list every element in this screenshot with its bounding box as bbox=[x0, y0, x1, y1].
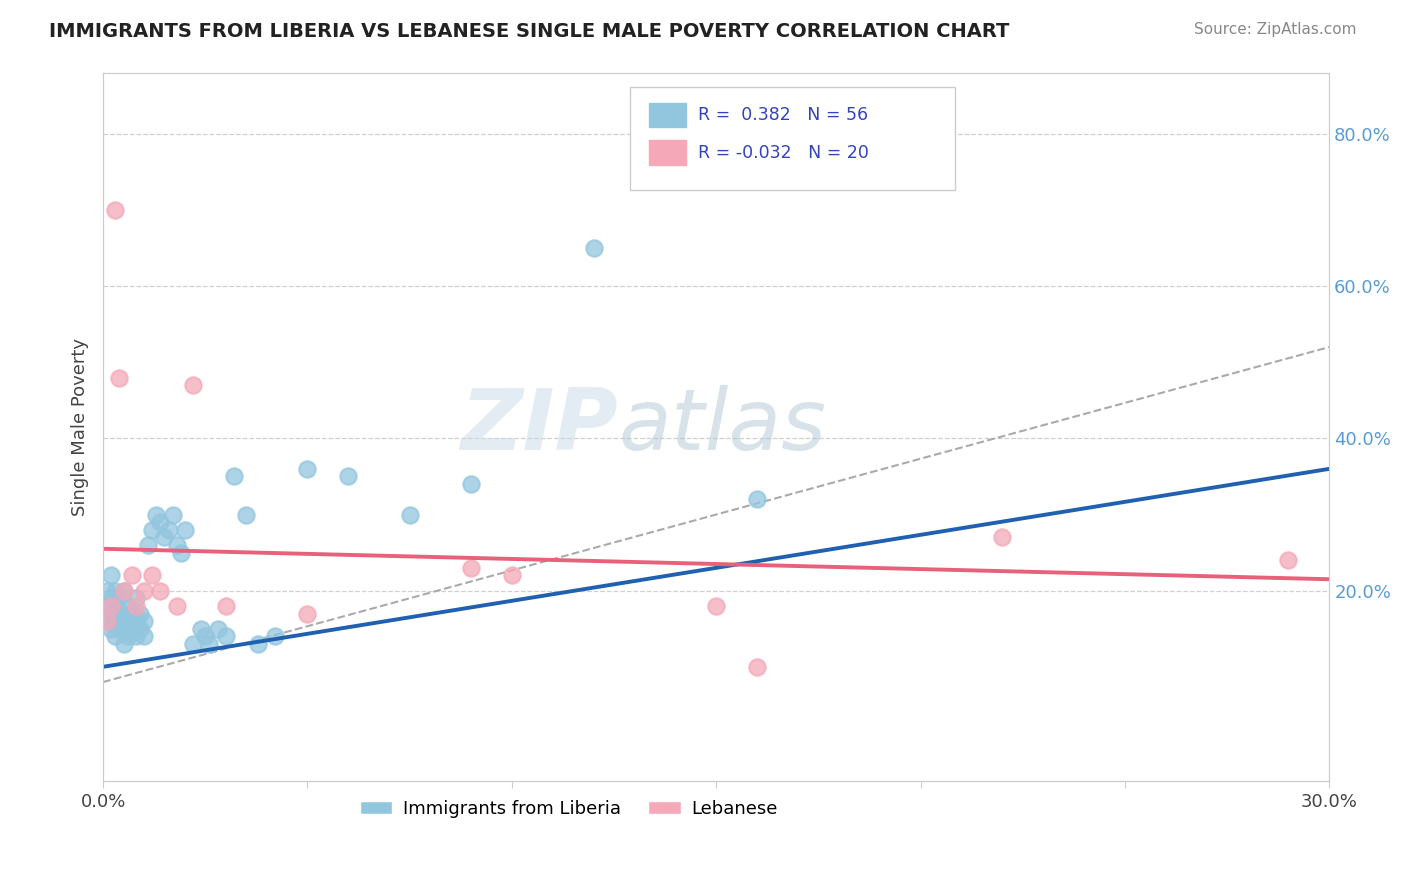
Point bbox=[100, 568, 122, 582]
Point bbox=[112, 622, 135, 636]
Point bbox=[398, 508, 420, 522]
Point bbox=[207, 622, 229, 636]
Point bbox=[247, 637, 270, 651]
Point bbox=[132, 614, 155, 628]
Point bbox=[112, 607, 135, 621]
Point bbox=[100, 599, 122, 613]
Point bbox=[215, 599, 238, 613]
Point bbox=[153, 530, 176, 544]
Point bbox=[149, 583, 172, 598]
Bar bbox=[648, 140, 686, 165]
Point bbox=[108, 591, 131, 606]
Point bbox=[141, 523, 163, 537]
Point bbox=[121, 568, 143, 582]
Point bbox=[108, 607, 131, 621]
Bar bbox=[648, 103, 686, 128]
Point bbox=[121, 622, 143, 636]
Point bbox=[181, 637, 204, 651]
Point bbox=[157, 523, 180, 537]
Point bbox=[125, 599, 148, 613]
Point bbox=[745, 492, 768, 507]
Point bbox=[108, 370, 131, 384]
Point bbox=[235, 508, 257, 522]
Point bbox=[125, 629, 148, 643]
Point bbox=[112, 583, 135, 598]
Y-axis label: Single Male Poverty: Single Male Poverty bbox=[72, 338, 89, 516]
Text: ZIP: ZIP bbox=[461, 385, 619, 468]
Point bbox=[170, 546, 193, 560]
Text: R = -0.032   N = 20: R = -0.032 N = 20 bbox=[697, 144, 869, 162]
Point bbox=[704, 599, 727, 613]
Point bbox=[104, 629, 127, 643]
Point bbox=[149, 515, 172, 529]
Point bbox=[100, 591, 122, 606]
Point bbox=[125, 591, 148, 606]
Point bbox=[104, 202, 127, 217]
Point bbox=[132, 629, 155, 643]
Text: R =  0.382   N = 56: R = 0.382 N = 56 bbox=[697, 106, 868, 124]
Point bbox=[145, 508, 167, 522]
Point bbox=[190, 622, 212, 636]
Point bbox=[337, 469, 360, 483]
Point bbox=[112, 583, 135, 598]
Point bbox=[215, 629, 238, 643]
Point bbox=[194, 629, 217, 643]
Point bbox=[198, 637, 221, 651]
Text: Source: ZipAtlas.com: Source: ZipAtlas.com bbox=[1194, 22, 1357, 37]
Point bbox=[108, 622, 131, 636]
Point bbox=[104, 614, 127, 628]
Point bbox=[460, 477, 482, 491]
Point bbox=[125, 614, 148, 628]
FancyBboxPatch shape bbox=[630, 87, 955, 190]
Point bbox=[582, 241, 605, 255]
Point bbox=[96, 599, 118, 613]
Point bbox=[100, 607, 122, 621]
Point bbox=[132, 583, 155, 598]
Point bbox=[263, 629, 285, 643]
Point bbox=[96, 614, 118, 628]
Point bbox=[117, 599, 139, 613]
Point bbox=[96, 583, 118, 598]
Point bbox=[173, 523, 195, 537]
Point bbox=[181, 378, 204, 392]
Point bbox=[166, 599, 188, 613]
Point bbox=[297, 607, 319, 621]
Point bbox=[104, 599, 127, 613]
Point bbox=[1277, 553, 1299, 567]
Point bbox=[136, 538, 159, 552]
Point bbox=[100, 622, 122, 636]
Point bbox=[141, 568, 163, 582]
Point bbox=[129, 607, 152, 621]
Point bbox=[297, 462, 319, 476]
Legend: Immigrants from Liberia, Lebanese: Immigrants from Liberia, Lebanese bbox=[353, 793, 786, 825]
Point bbox=[460, 561, 482, 575]
Point bbox=[117, 614, 139, 628]
Point bbox=[112, 637, 135, 651]
Point bbox=[501, 568, 523, 582]
Point bbox=[121, 607, 143, 621]
Point bbox=[162, 508, 184, 522]
Point bbox=[166, 538, 188, 552]
Point bbox=[222, 469, 245, 483]
Text: IMMIGRANTS FROM LIBERIA VS LEBANESE SINGLE MALE POVERTY CORRELATION CHART: IMMIGRANTS FROM LIBERIA VS LEBANESE SING… bbox=[49, 22, 1010, 41]
Point bbox=[129, 622, 152, 636]
Point bbox=[745, 660, 768, 674]
Point bbox=[96, 614, 118, 628]
Point bbox=[104, 583, 127, 598]
Point bbox=[991, 530, 1014, 544]
Point bbox=[117, 629, 139, 643]
Text: atlas: atlas bbox=[619, 385, 827, 468]
